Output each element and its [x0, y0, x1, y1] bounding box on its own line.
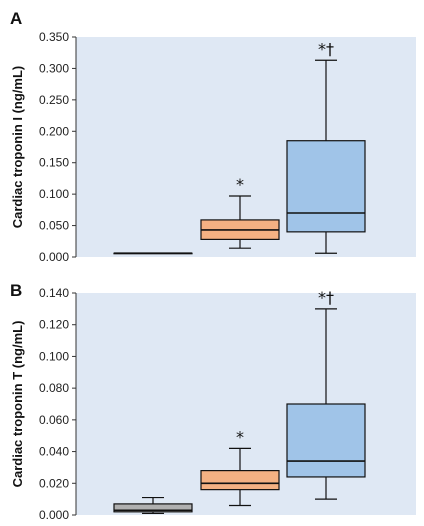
iqr-box [200, 470, 280, 491]
box-group-3: *† [286, 39, 366, 254]
box-group-2: * [200, 427, 280, 507]
iqr-box [286, 140, 366, 233]
y-tick-label: 0.000 [39, 508, 69, 522]
iqr-box [113, 503, 193, 513]
significance-marker: *† [318, 288, 334, 307]
box-group-2: * [200, 175, 280, 249]
y-tick-label: 0.300 [39, 61, 69, 75]
y-tick-label: 0.120 [39, 318, 69, 332]
y-tick-label: 0.020 [39, 476, 69, 490]
significance-marker: * [236, 427, 244, 446]
y-tick-label: 0.000 [39, 250, 69, 264]
y-tick-label: 0.140 [39, 286, 69, 300]
box-group-1 [113, 496, 193, 515]
significance-marker: *† [318, 39, 334, 58]
box-group-1 [113, 252, 193, 255]
y-tick-label: 0.100 [39, 187, 69, 201]
significance-marker: * [236, 175, 244, 194]
chart-panel-b: B Cardiac troponin T (ng/mL) 0.000 0.020 0.0… [10, 281, 416, 522]
y-axis-label: Cardiac troponin I (ng/mL) [10, 66, 25, 229]
panel-letter: B [10, 281, 22, 300]
chart-panel-a: A Cardiac troponin I (ng/mL) 0.000 0.050 0.1… [10, 9, 416, 264]
y-tick-label: 0.080 [39, 381, 69, 395]
y-tick-label: 0.050 [39, 219, 69, 233]
y-tick-label: 0.100 [39, 349, 69, 363]
panel-letter: A [10, 9, 22, 28]
box-group-3: *† [286, 288, 366, 500]
y-tick-label: 0.060 [39, 413, 69, 427]
y-tick-label: 0.200 [39, 124, 69, 138]
y-tick-label: 0.040 [39, 445, 69, 459]
y-tick-label: 0.350 [39, 30, 69, 44]
y-tick-label: 0.150 [39, 156, 69, 170]
iqr-box [286, 403, 366, 478]
y-tick-label: 0.250 [39, 93, 69, 107]
y-axis-label: Cardiac troponin T (ng/mL) [10, 321, 25, 488]
